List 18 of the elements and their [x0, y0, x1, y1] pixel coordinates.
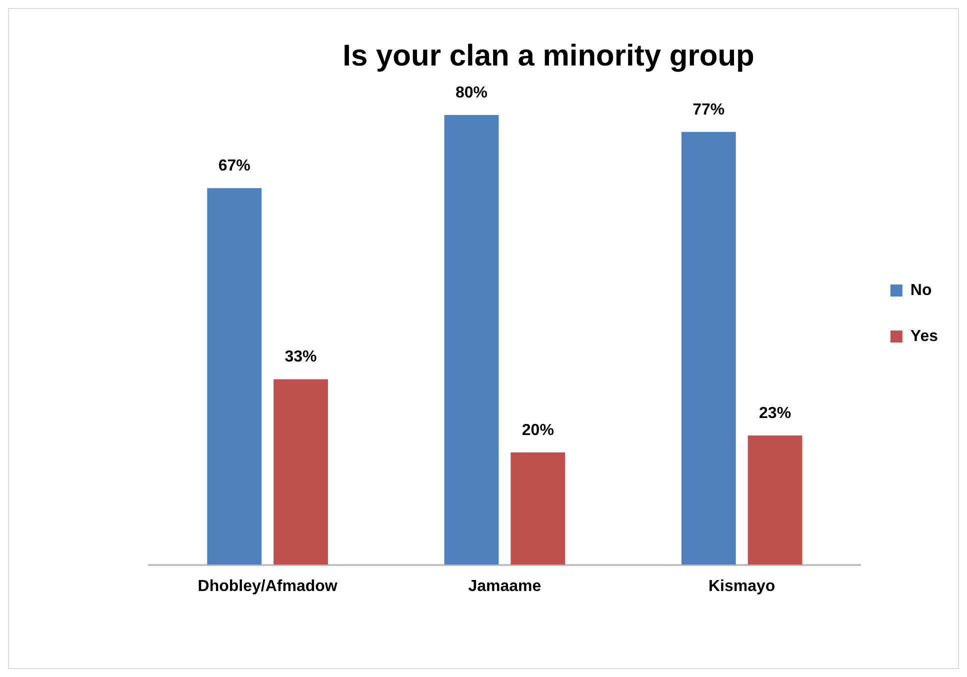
data-label: 77%: [692, 101, 725, 118]
bar: [274, 379, 328, 565]
bar: [681, 132, 736, 565]
data-label: 20%: [522, 422, 554, 439]
legend-label: Yes: [910, 328, 938, 345]
bar: [444, 115, 499, 565]
x-tick-label: Kismayo: [708, 578, 776, 595]
data-label: 80%: [455, 84, 488, 102]
x-tick-label: Jamaame: [468, 578, 542, 595]
bar: [510, 452, 566, 565]
data-label: 23%: [759, 404, 792, 422]
legend-label: No: [910, 282, 932, 299]
x-tick-label: Dhobley/Afmadow: [198, 578, 338, 595]
bar: [207, 188, 262, 565]
data-label: 67%: [218, 158, 250, 174]
data-label: 33%: [284, 348, 317, 366]
bar: [748, 435, 802, 565]
chart-title: Is your clan a minority group: [342, 39, 754, 72]
